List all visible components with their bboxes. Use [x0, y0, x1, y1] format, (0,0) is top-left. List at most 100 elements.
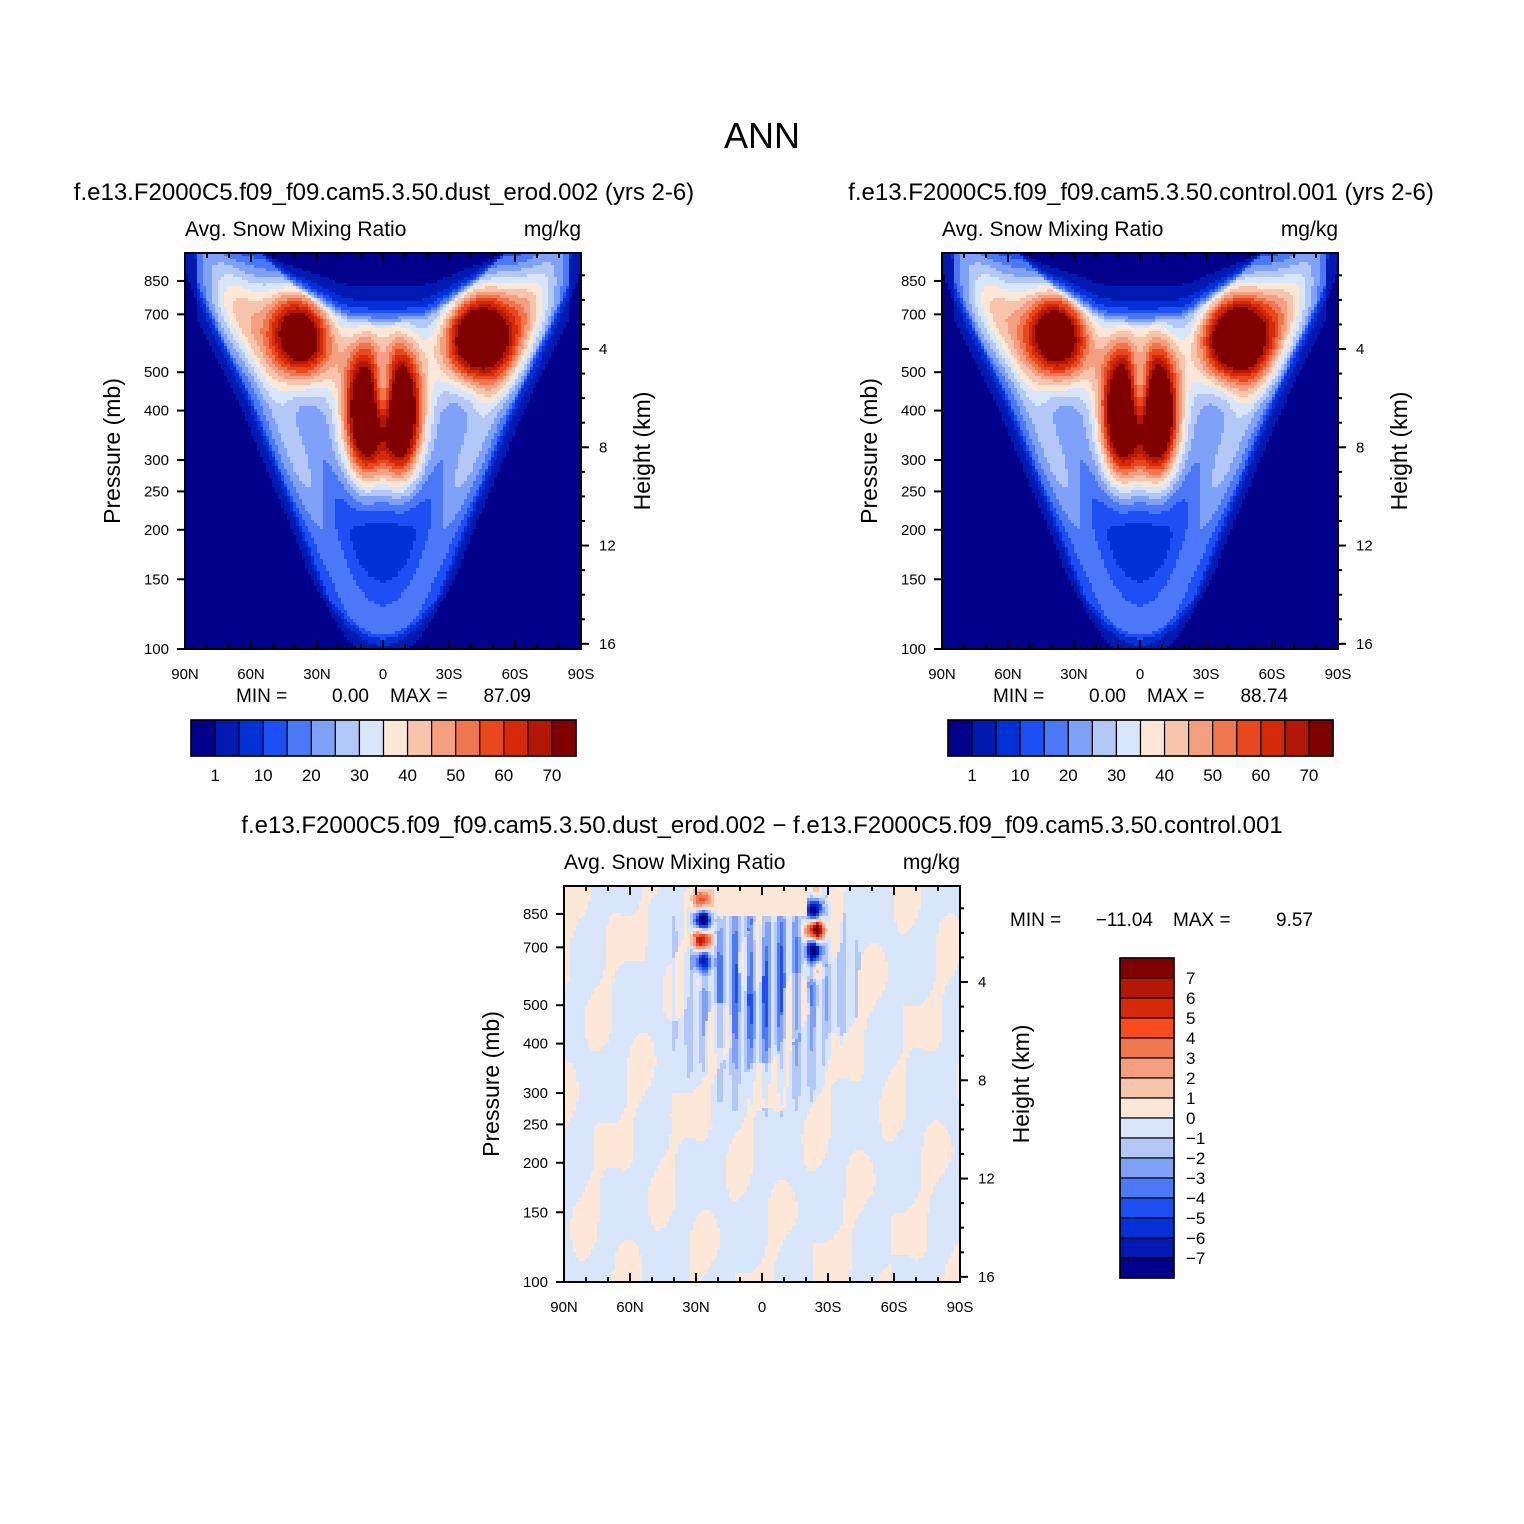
contour-cell: [338, 478, 348, 482]
contour-cell: [539, 379, 581, 383]
contour-cell: [410, 442, 414, 446]
contour-cell: [524, 367, 528, 371]
contour-cell: [290, 526, 300, 530]
contour-cell: [1260, 310, 1267, 314]
contour-cell: [257, 340, 264, 344]
contour-cell: [257, 376, 267, 380]
contour-cell: [1161, 325, 1174, 329]
y-tick-label: 300: [144, 452, 169, 469]
contour-cell: [356, 472, 360, 476]
contour-cell: [293, 508, 300, 512]
contour-cell: [416, 640, 581, 644]
contour-cell: [969, 292, 976, 296]
contour-cell: [419, 382, 423, 386]
contour-cell: [470, 298, 477, 302]
contour-cell: [1017, 349, 1024, 353]
contour-cell: [341, 469, 348, 473]
contour-cell: [311, 469, 324, 473]
contour-cell: [524, 355, 531, 359]
contour-cell: [443, 481, 456, 485]
contour-cell: [215, 304, 219, 308]
contour-cell: [278, 475, 282, 479]
contour-cell: [476, 373, 495, 377]
contour-cell: [389, 379, 393, 383]
contour-cell: [1008, 316, 1021, 320]
contour-cell: [1266, 322, 1270, 326]
contour-cell: [503, 310, 510, 314]
contour-cell: [500, 430, 504, 434]
contour-cell: [1083, 313, 1087, 317]
contour-cell: [1263, 292, 1291, 296]
contour-cell: [1194, 325, 1198, 329]
contour-cell: [350, 460, 354, 464]
contour-cell: [1071, 322, 1075, 326]
contour-cell: [335, 586, 360, 590]
contour-cell: [1101, 325, 1117, 329]
contour-cell: [1278, 319, 1285, 323]
colorbar-label: 60: [494, 766, 513, 785]
contour-cell: [470, 367, 483, 371]
contour-cell: [185, 460, 264, 464]
contour-cell: [542, 286, 549, 290]
contour-cell: [323, 304, 327, 308]
contour-cell: [248, 400, 252, 404]
contour-cell: [446, 595, 581, 599]
contour-cell: [954, 319, 964, 323]
contour-cell: [533, 358, 537, 362]
contour-cell: [554, 286, 561, 290]
contour-cell: [521, 337, 528, 341]
contour-cell: [212, 298, 219, 302]
contour-cell: [422, 469, 426, 473]
contour-cell: [308, 550, 312, 554]
contour-cell: [413, 574, 438, 578]
contour-cell: [326, 415, 333, 419]
contour-cell: [269, 322, 273, 326]
contour-cell: [527, 364, 531, 368]
contour-cell: [416, 418, 420, 422]
contour-cell: [491, 466, 501, 470]
contour-cell: [506, 424, 510, 428]
contour-cell: [1071, 307, 1075, 311]
contour-cell: [308, 295, 312, 299]
contour-cell: [1281, 310, 1288, 314]
contour-cell: [185, 343, 210, 347]
contour-cell: [185, 472, 270, 476]
contour-cell: [347, 457, 351, 461]
contour-cell: [272, 259, 279, 263]
contour-cell: [518, 328, 522, 332]
contour-cell: [1266, 337, 1270, 341]
contour-cell: [458, 271, 477, 275]
contour-cell: [458, 316, 462, 320]
contour-cell: [314, 583, 321, 587]
contour-cell: [476, 493, 480, 497]
contour-cell: [314, 310, 321, 314]
contour-cell: [446, 346, 450, 350]
contour-cell: [380, 397, 387, 401]
contour-cell: [320, 319, 324, 323]
contour-cell: [344, 619, 348, 623]
contour-cell: [320, 571, 330, 575]
contour-cell: [942, 253, 952, 257]
contour-cell: [527, 352, 531, 356]
contour-cell: [975, 280, 1006, 284]
contour-cell: [293, 529, 300, 533]
contour-cell: [314, 358, 318, 362]
contour-cell: [227, 376, 237, 380]
contour-cell: [377, 370, 381, 374]
contour-cell: [374, 379, 378, 383]
contour-cell: [1035, 268, 1039, 272]
contour-cell: [350, 370, 354, 374]
contour-cell: [509, 412, 513, 416]
contour-cell: [1089, 301, 1096, 305]
contour-cell: [509, 442, 581, 446]
contour-cell: [1206, 310, 1210, 314]
contour-cell: [284, 307, 297, 311]
contour-cell: [536, 337, 543, 341]
contour-cell: [392, 358, 396, 362]
contour-cell: [1233, 301, 1252, 305]
contour-cell: [305, 445, 333, 449]
contour-cell: [350, 379, 354, 383]
contour-cell: [1194, 292, 1204, 296]
contour-cell: [957, 301, 961, 305]
contour-cell: [428, 412, 432, 416]
